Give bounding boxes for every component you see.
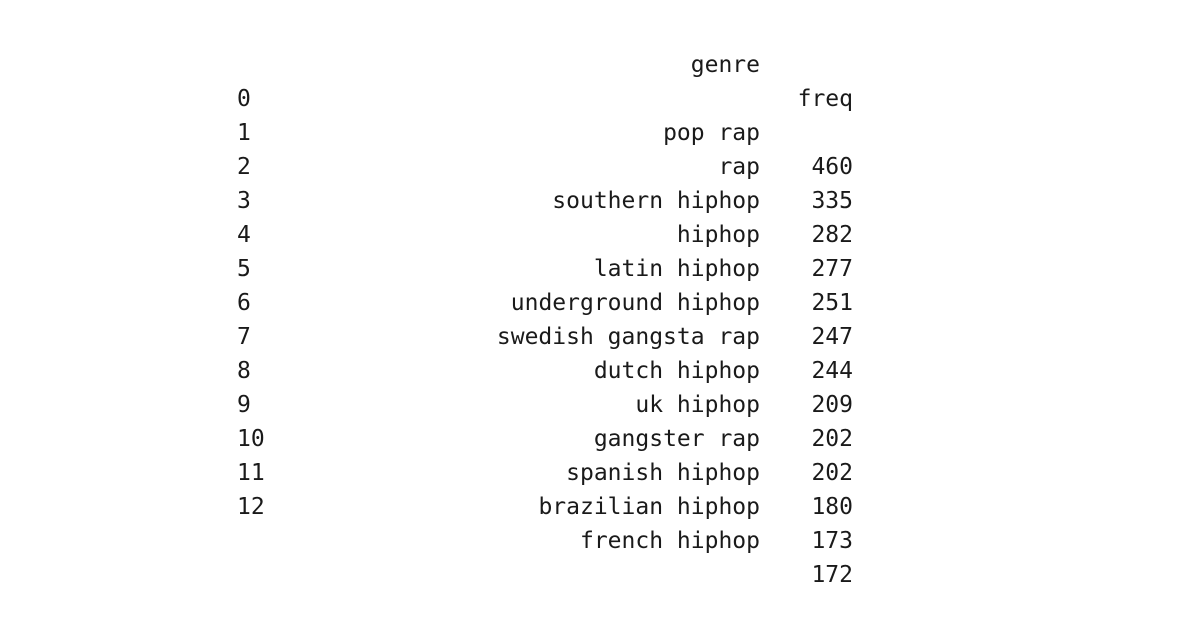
row-index: 12 bbox=[237, 494, 265, 520]
freq-cell: 202 bbox=[811, 426, 853, 452]
genre-cell: southern hiphop bbox=[552, 188, 760, 214]
row-index: 1 bbox=[237, 120, 251, 146]
row-index: 8 bbox=[237, 358, 251, 384]
table-row: 5 underground hiphop 247 bbox=[0, 218, 1178, 350]
row-index: 5 bbox=[237, 256, 251, 282]
table-row: 9 gangster rap 202 bbox=[0, 354, 1178, 486]
table-row: 8 uk hiphop 202 bbox=[0, 320, 1178, 452]
column-header-freq: freq bbox=[797, 86, 853, 112]
genre-cell: french hiphop bbox=[579, 528, 760, 554]
table-row: 1 rap 335 bbox=[0, 82, 1178, 214]
row-index: 10 bbox=[237, 426, 265, 452]
genre-cell: brazilian hiphop bbox=[538, 494, 760, 520]
genre-cell: swedish gangsta rap bbox=[496, 324, 760, 350]
freq-cell: 244 bbox=[811, 358, 853, 384]
row-index: 3 bbox=[237, 188, 251, 214]
freq-cell: 173 bbox=[811, 528, 853, 554]
genre-cell: hiphop bbox=[676, 222, 760, 248]
freq-cell: 251 bbox=[811, 290, 853, 316]
table-row: 7 dutch hiphop 209 bbox=[0, 286, 1178, 418]
row-index: 4 bbox=[237, 222, 251, 248]
genre-cell: gangster rap bbox=[593, 426, 760, 452]
freq-cell: 335 bbox=[811, 188, 853, 214]
table-row: 0 pop rap 460 bbox=[0, 48, 1178, 180]
freq-cell: 247 bbox=[811, 324, 853, 350]
freq-cell: 172 bbox=[811, 562, 853, 588]
genre-cell: dutch hiphop bbox=[593, 358, 760, 384]
table-row: 12 french hiphop 172 bbox=[0, 456, 1178, 588]
row-index: 11 bbox=[237, 460, 265, 486]
genre-cell: latin hiphop bbox=[593, 256, 760, 282]
genre-cell: spanish hiphop bbox=[566, 460, 760, 486]
table-row: 10 spanish hiphop 180 bbox=[0, 388, 1178, 520]
genre-cell: underground hiphop bbox=[510, 290, 760, 316]
freq-cell: 209 bbox=[811, 392, 853, 418]
freq-cell: 277 bbox=[811, 256, 853, 282]
table-header: genre freq bbox=[0, 14, 1178, 112]
table-row: 11 brazilian hiphop 173 bbox=[0, 422, 1178, 554]
freq-cell: 460 bbox=[811, 154, 853, 180]
genre-cell: rap bbox=[718, 154, 760, 180]
freq-cell: 180 bbox=[811, 494, 853, 520]
column-header-genre: genre bbox=[690, 52, 760, 78]
table-row: 3 hiphop 277 bbox=[0, 150, 1178, 282]
freq-cell: 282 bbox=[811, 222, 853, 248]
genre-cell: pop rap bbox=[663, 120, 760, 146]
table-row: 4 latin hiphop 251 bbox=[0, 184, 1178, 316]
row-index: 6 bbox=[237, 290, 251, 316]
dataframe-output: genre freq 0 pop rap 460 1 rap 335 2 sou… bbox=[0, 14, 1178, 588]
row-index: 9 bbox=[237, 392, 251, 418]
row-index: 7 bbox=[237, 324, 251, 350]
table-row: 6 swedish gangsta rap 244 bbox=[0, 252, 1178, 384]
freq-cell: 202 bbox=[811, 460, 853, 486]
table-row: 2 southern hiphop 282 bbox=[0, 116, 1178, 248]
genre-cell: uk hiphop bbox=[635, 392, 760, 418]
row-index: 0 bbox=[237, 86, 251, 112]
row-index: 2 bbox=[237, 154, 251, 180]
